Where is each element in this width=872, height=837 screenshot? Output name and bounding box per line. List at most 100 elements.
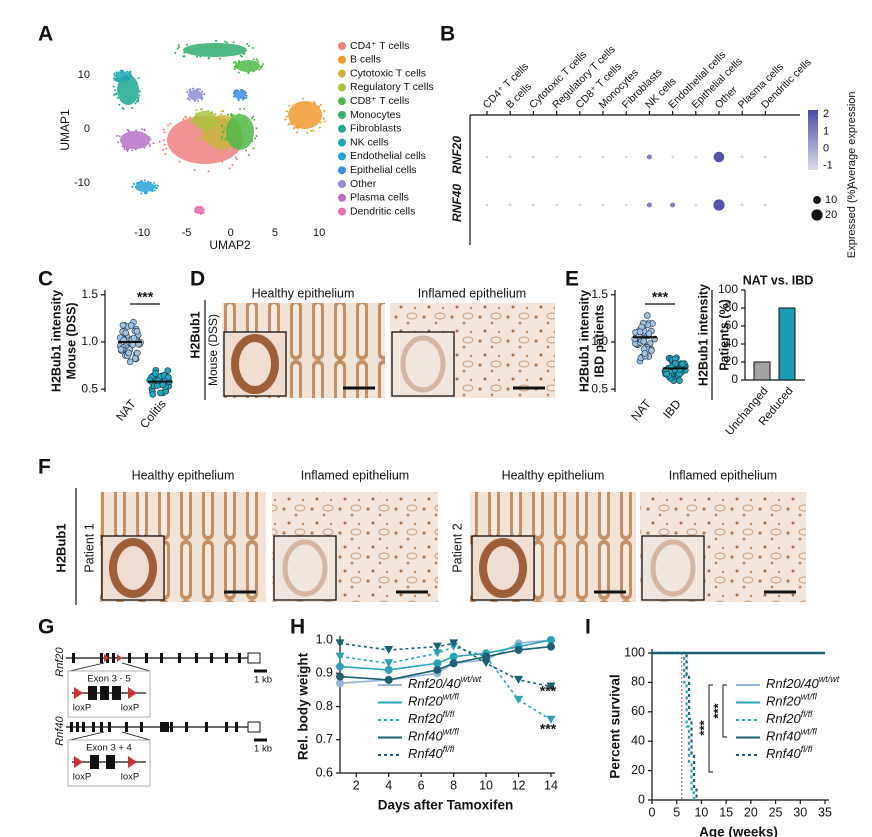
y-tick-label: 100 [718,282,738,296]
cell-point [251,117,254,120]
cell-point [234,61,237,64]
cell-point [186,91,189,94]
y-tick-label: 1.0 [316,632,333,646]
cell-point [214,113,217,116]
exon [90,755,99,769]
legend-label: Rnf20wt/fl [408,692,460,709]
cell-point [228,167,231,170]
significance-bracket [708,684,727,773]
cell-point [149,138,152,141]
legend-name: Rnf40 [766,746,801,761]
cell-point [177,44,180,47]
inset-detail [109,538,157,598]
x-tick-label: 35 [818,805,832,819]
cell-point [127,78,130,81]
cell-point [148,145,151,148]
cell-point [194,210,197,213]
scale-label: 1 kb [254,675,272,686]
cell-point [138,94,141,97]
series-line [652,651,698,800]
marker [432,642,442,651]
cell-point [165,147,168,150]
exon [72,653,75,663]
legend-name: Rnf40 [408,746,443,761]
cell-point [112,85,115,88]
dot [671,155,674,159]
marker [514,695,524,704]
cell-point [132,182,135,185]
legend-swatch [338,166,346,175]
size-key [811,209,823,221]
exon [128,653,131,663]
exon [160,722,163,732]
exon [170,722,173,732]
y-axis-label: Patients (%) [717,299,731,371]
cell-point [245,96,248,99]
color-tick-label: 1 [823,125,829,137]
legend-swatch [338,69,346,78]
cell-point [245,149,248,152]
y-tick-label: 10 [78,69,90,81]
cell-point [113,77,116,80]
scale-label: 1 kb [254,744,272,755]
marker [384,675,393,684]
cell-point [201,211,204,214]
y-tick-label: 0.5 [591,381,608,395]
dot [764,155,767,159]
significance: *** [540,683,557,699]
cell-point [220,124,223,127]
cell-point [116,80,119,83]
row-label: Mouse (DSS) [206,314,220,386]
cell-point [154,186,157,189]
cell-point [191,119,194,122]
cell-point [195,112,198,115]
cell-point [193,99,196,102]
exon [140,722,143,732]
dot [578,203,582,207]
cell-point [255,58,258,61]
cell-point [217,124,220,127]
data-point [644,312,651,319]
legend-label: NK cells [350,136,389,148]
cell-point [162,148,165,151]
zoom-lines [69,662,151,672]
cell-point [149,181,152,184]
exon [112,653,115,663]
cell-point [131,185,134,188]
x-tick-label: -5 [182,227,192,239]
cell-point [137,77,140,80]
loxp-label: loxP [121,772,139,783]
cell-point [237,60,240,63]
cell-point [140,192,143,195]
x-axis-label: Age (weeks) [699,825,778,837]
dot [485,203,489,207]
cell-point [197,212,200,215]
cell-point [134,102,137,105]
marker [432,649,442,658]
gene-label: Rnf40 [54,715,66,745]
cell-point [125,80,128,83]
cell-point [233,68,236,71]
cell-point [186,97,189,100]
cell-point [167,124,170,127]
cell-point [216,120,219,123]
cell-point [219,149,222,152]
dot [508,203,512,207]
y-axis-label: H2Bub1 intensity [577,290,591,392]
cell-point [152,142,155,145]
exon [205,722,208,732]
cell-point [260,65,263,68]
cell-point [123,148,126,151]
cell-point [193,168,196,171]
legend-label: CD4⁺ T cells [350,40,409,52]
cell-point [199,55,202,58]
cell-point [116,96,119,99]
dot [508,155,512,159]
exon [125,722,128,732]
inset-detail [400,335,446,393]
data-point [119,321,127,329]
cell-point [143,129,146,132]
data-point [126,358,134,366]
cell-point [195,109,198,112]
legend-label: Rnf20/40wt/wt [766,674,840,691]
